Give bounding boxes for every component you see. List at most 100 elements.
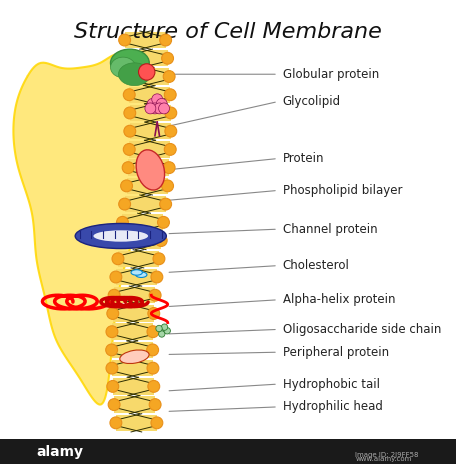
Bar	[129, 141, 170, 158]
Text: Glycolipid: Glycolipid	[283, 95, 341, 108]
Circle shape	[162, 180, 173, 192]
Bar	[128, 160, 169, 176]
Bar	[127, 50, 168, 67]
Bar	[113, 305, 154, 322]
Text: Structure of Cell Membrane: Structure of Cell Membrane	[74, 22, 382, 42]
Bar	[130, 123, 171, 139]
Text: Oligosaccharide side chain: Oligosaccharide side chain	[283, 323, 441, 336]
Circle shape	[161, 324, 168, 330]
Circle shape	[159, 103, 170, 114]
Circle shape	[147, 344, 159, 356]
Circle shape	[149, 289, 161, 301]
Circle shape	[163, 162, 175, 174]
Circle shape	[121, 180, 133, 192]
Circle shape	[156, 325, 162, 332]
Ellipse shape	[118, 63, 150, 85]
Bar	[113, 378, 154, 395]
Circle shape	[164, 328, 171, 334]
Circle shape	[149, 103, 160, 114]
Bar	[116, 269, 157, 285]
Circle shape	[148, 380, 160, 392]
Ellipse shape	[110, 57, 136, 78]
Circle shape	[154, 103, 165, 114]
Bar	[127, 177, 168, 194]
Bar	[116, 414, 157, 431]
Circle shape	[110, 271, 122, 283]
Circle shape	[106, 362, 118, 374]
Text: Peripheral protein: Peripheral protein	[283, 346, 389, 359]
Circle shape	[108, 399, 120, 411]
Circle shape	[157, 216, 169, 228]
Circle shape	[162, 52, 173, 64]
Text: Image ID: 2J9FF58: Image ID: 2J9FF58	[356, 452, 419, 458]
Ellipse shape	[136, 150, 164, 190]
Bar	[130, 105, 171, 121]
Circle shape	[145, 103, 156, 114]
Circle shape	[151, 271, 163, 283]
Circle shape	[165, 125, 177, 137]
Bar	[0, 439, 456, 464]
Circle shape	[164, 89, 176, 101]
Circle shape	[107, 380, 118, 392]
Circle shape	[138, 64, 155, 80]
Circle shape	[107, 308, 118, 320]
Bar	[128, 68, 169, 84]
Bar	[125, 196, 165, 212]
Circle shape	[110, 417, 122, 429]
Circle shape	[165, 107, 177, 119]
Ellipse shape	[110, 49, 149, 76]
Circle shape	[112, 253, 124, 265]
Circle shape	[160, 34, 172, 46]
Bar	[112, 342, 153, 358]
Circle shape	[122, 162, 134, 174]
Text: Channel protein: Channel protein	[283, 223, 377, 236]
Circle shape	[117, 216, 128, 228]
Circle shape	[121, 52, 133, 64]
Circle shape	[148, 308, 160, 320]
Circle shape	[156, 98, 167, 110]
Ellipse shape	[120, 350, 149, 363]
Bar	[114, 287, 155, 303]
Text: Phospholipid bilayer: Phospholipid bilayer	[283, 184, 402, 197]
Ellipse shape	[75, 223, 166, 249]
Ellipse shape	[131, 270, 142, 275]
Circle shape	[108, 289, 120, 301]
Circle shape	[118, 34, 130, 46]
Text: Protein: Protein	[283, 152, 324, 165]
Circle shape	[155, 235, 167, 246]
Bar	[120, 232, 161, 249]
Circle shape	[114, 235, 126, 246]
Circle shape	[152, 94, 163, 105]
Bar	[114, 396, 155, 413]
Circle shape	[124, 125, 136, 137]
Circle shape	[153, 253, 165, 265]
Circle shape	[149, 399, 161, 411]
Bar	[122, 214, 164, 230]
Circle shape	[147, 98, 158, 110]
Circle shape	[164, 143, 176, 155]
Text: Hydrophobic tail: Hydrophobic tail	[283, 378, 380, 391]
Bar	[112, 360, 153, 376]
Text: Alpha-helix protein: Alpha-helix protein	[283, 293, 395, 306]
Text: www.alamy.com: www.alamy.com	[356, 456, 412, 462]
Circle shape	[122, 71, 134, 83]
Ellipse shape	[136, 272, 147, 278]
Text: Hydrophilic head: Hydrophilic head	[283, 400, 383, 413]
Circle shape	[159, 331, 165, 337]
Bar	[129, 86, 170, 103]
Polygon shape	[13, 54, 152, 405]
Circle shape	[118, 198, 130, 210]
Circle shape	[123, 89, 135, 101]
Circle shape	[123, 143, 135, 155]
Text: alamy: alamy	[36, 445, 83, 458]
Bar	[118, 251, 159, 267]
Bar	[112, 323, 153, 340]
Text: Globular protein: Globular protein	[283, 67, 379, 81]
Circle shape	[124, 107, 136, 119]
Circle shape	[106, 344, 118, 356]
Bar	[125, 32, 165, 48]
Circle shape	[160, 198, 172, 210]
Text: Cholesterol: Cholesterol	[283, 259, 349, 272]
Circle shape	[163, 71, 175, 83]
Ellipse shape	[93, 230, 148, 242]
